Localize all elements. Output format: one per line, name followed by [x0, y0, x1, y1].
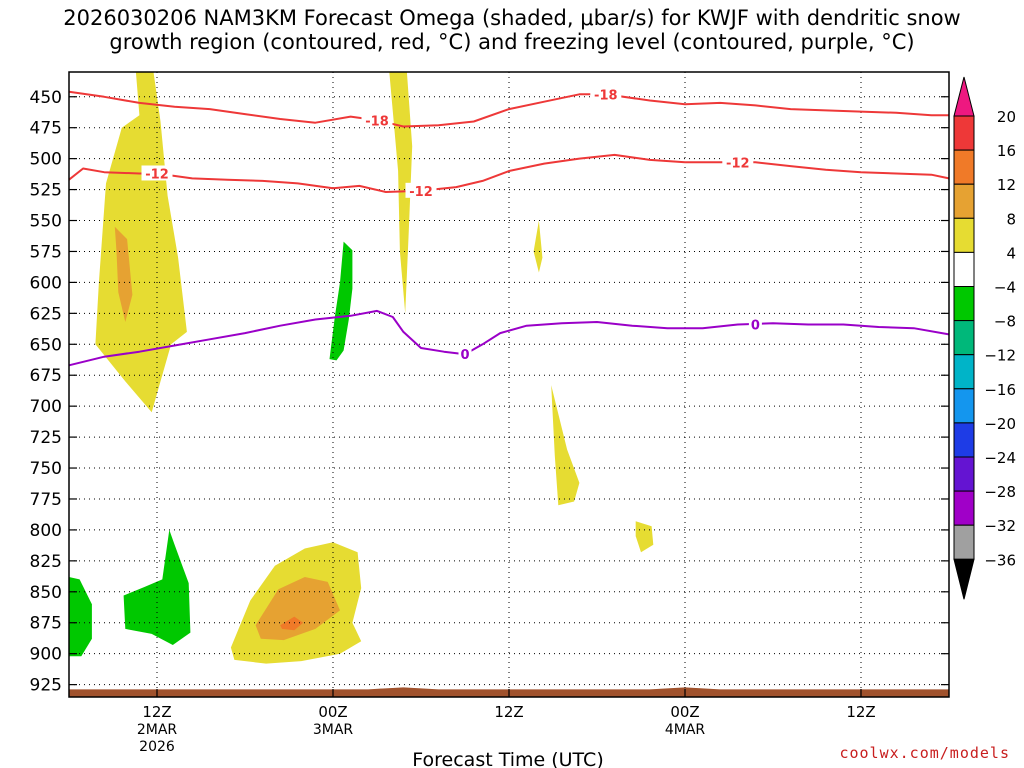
contour-label-0: 0	[460, 348, 469, 363]
y-tick-label-550: 550	[30, 212, 62, 232]
contour-label-bg	[141, 165, 173, 181]
contour-label--12: -12	[409, 185, 433, 200]
x-tick-label-36-1: 4MAR	[665, 722, 706, 738]
y-tick-label-675: 675	[30, 366, 62, 386]
title-line-1: 2026030206 NAM3KM Forecast Omega (shaded…	[63, 6, 961, 30]
y-tick-label-525: 525	[30, 181, 62, 201]
y-tick-label-625: 625	[30, 304, 62, 324]
colorbar-label-11: −28	[984, 483, 1016, 501]
x-tick-label-26-0: 12Z	[494, 703, 523, 721]
y-tick-label-600: 600	[30, 273, 62, 293]
y-tick-label-775: 775	[30, 490, 62, 510]
colorbar-bin-8	[953, 388, 975, 424]
contour-label-bg	[361, 112, 393, 128]
colorbar-label-8: −16	[984, 381, 1016, 399]
colorbar-bin-4	[953, 251, 975, 287]
y-axis-ticks: 450 475 500 525 550 575 600 625 650 675 700 725 750 7…	[30, 88, 949, 696]
contour-label--18: -18	[365, 114, 389, 129]
y-tick-label-850: 850	[30, 583, 62, 603]
colorbar-label-0: 20	[997, 108, 1016, 126]
y-tick-label-925: 925	[30, 676, 62, 696]
contour-label-bg	[458, 346, 472, 362]
omega-region-ascent-streak-midlevel	[551, 385, 580, 506]
contour-line-0	[68, 309, 950, 367]
contour-label-bg	[722, 154, 754, 170]
contour-line--12	[68, 153, 950, 193]
colorbar-label-3: 8	[1006, 210, 1016, 228]
omega-region-descent-midlevel	[329, 241, 353, 361]
y-tick-label-575: 575	[30, 242, 62, 262]
x-tick-label-16-1: 3MAR	[313, 722, 354, 738]
contour-layer: -18 -18 -12 -12 -12 0 0	[68, 86, 950, 367]
omega-fill-layer	[69, 72, 654, 664]
omega-region-ascent-lowlevel-core	[255, 577, 340, 641]
colorbar: 20 16 12 8 4 −4 −8 −12 −16 −20 −24 −28 −32 −36	[953, 76, 1016, 600]
colorbar-label-9: −20	[984, 415, 1016, 433]
x-tick-label-6-0: 12Z	[142, 703, 171, 721]
x-axis-label: Forecast Time (UTC)	[412, 749, 603, 768]
contour-label--12: -12	[726, 156, 750, 171]
colorbar-label-1: 16	[997, 142, 1016, 160]
omega-region-ascent-core-early	[114, 226, 133, 322]
colorbar-bin-7	[953, 354, 975, 390]
colorbar-bin-5	[953, 286, 975, 322]
colorbar-label-7: −12	[984, 347, 1016, 365]
colorbar-bin-3	[953, 217, 975, 253]
title-line-2: growth region (contoured, red, °C) and f…	[109, 30, 915, 54]
contour-line--18	[68, 90, 949, 128]
y-tick-label-475: 475	[30, 119, 62, 139]
x-tick-label-6-2: 2026	[139, 739, 175, 755]
colorbar-bin-0	[953, 115, 975, 151]
colorbar-label-6: −8	[994, 313, 1016, 331]
colorbar-label-10: −24	[984, 449, 1016, 467]
site-credit: coolwx.com/models	[839, 744, 1010, 762]
x-tick-label-46-0: 12Z	[846, 703, 875, 721]
colorbar-bin-1	[953, 149, 975, 185]
colorbar-label-2: 12	[997, 176, 1016, 194]
omega-region-ascent-lowlevel-max	[280, 616, 304, 631]
y-tick-label-750: 750	[30, 459, 62, 479]
y-tick-label-700: 700	[30, 397, 62, 417]
gridlines	[69, 72, 949, 697]
y-tick-label-900: 900	[30, 645, 62, 665]
contour-label--18: -18	[594, 88, 618, 103]
x-tick-label-6-1: 2MAR	[137, 722, 178, 738]
colorbar-bin-9	[953, 422, 975, 458]
colorbar-top-triangle	[953, 76, 975, 117]
y-tick-label-875: 875	[30, 614, 62, 634]
contour-label-bg	[590, 86, 622, 102]
contour-label-0: 0	[751, 318, 760, 333]
colorbar-bin-6	[953, 320, 975, 356]
omega-region-descent-low-west	[69, 577, 92, 657]
y-tick-label-800: 800	[30, 521, 62, 541]
colorbar-label-12: −32	[984, 517, 1016, 535]
y-tick-label-650: 650	[30, 335, 62, 355]
plot-frame	[68, 71, 950, 698]
colorbar-label-4: 4	[1006, 244, 1016, 262]
colorbar-bin-12	[953, 524, 975, 560]
omega-region-ascent-blob-low	[635, 521, 654, 553]
chart-title: 2026030206 NAM3KM Forecast Omega (shaded…	[0, 6, 1024, 54]
contour-label-bg	[405, 182, 437, 198]
y-tick-label-725: 725	[30, 428, 62, 448]
omega-region-ascent-plume-early	[95, 72, 187, 413]
colorbar-bin-2	[953, 183, 975, 219]
omega-region-ascent-blob-small	[533, 220, 543, 273]
y-tick-label-500: 500	[30, 150, 62, 170]
x-tick-label-36-0: 00Z	[670, 703, 699, 721]
y-tick-label-450: 450	[30, 88, 62, 108]
y-tick-label-825: 825	[30, 552, 62, 572]
contour-label--12: -12	[145, 167, 169, 182]
colorbar-label-13: −36	[984, 551, 1016, 569]
colorbar-label-5: −4	[994, 279, 1016, 297]
colorbar-bin-10	[953, 456, 975, 492]
colorbar-bottom-triangle	[953, 558, 975, 600]
contour-label-bg	[748, 316, 762, 332]
omega-region-ascent-streak-mid	[389, 72, 413, 314]
colorbar-bin-11	[953, 490, 975, 526]
x-tick-label-16-0: 00Z	[318, 703, 347, 721]
